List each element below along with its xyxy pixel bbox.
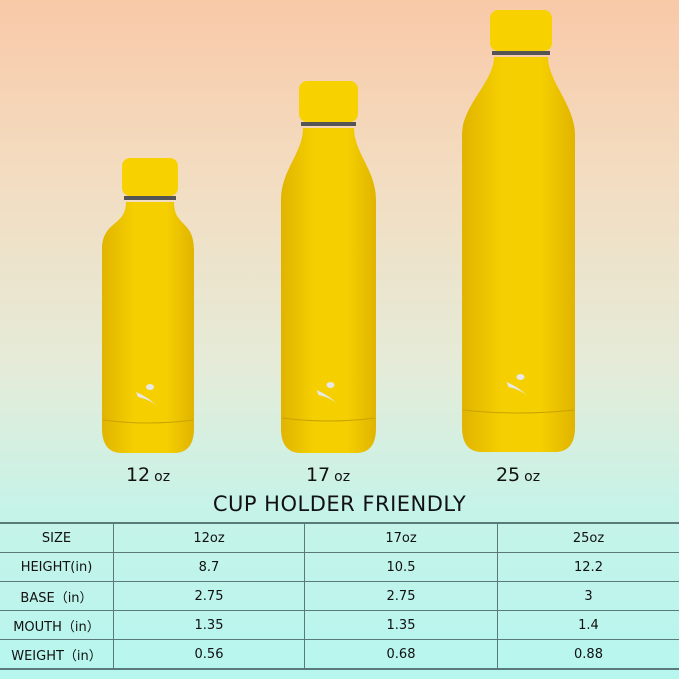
table-cell: 2.75: [113, 581, 305, 611]
base-seam: [462, 409, 575, 414]
table-cell: 1.35: [304, 610, 498, 640]
cap-ring: [124, 196, 176, 200]
bottle-25: [462, 10, 575, 452]
bottle-cap: [490, 10, 552, 51]
table-row: SIZE 12oz 17oz 25oz: [0, 522, 679, 553]
table-row: MOUTH（in） 1.35 1.35 1.4: [0, 610, 679, 640]
bottle-body: [462, 57, 575, 452]
table-row: WEIGHT（in） 0.56 0.68 0.88: [0, 639, 679, 670]
table-cell: 1.35: [113, 610, 305, 640]
bottle-cap: [122, 158, 178, 196]
cap-ring: [492, 51, 550, 55]
size-label-17: 17 oz: [305, 464, 351, 486]
table-title: CUP HOLDER FRIENDLY: [212, 492, 467, 516]
base-seam: [102, 419, 194, 424]
table-cell: 0.56: [113, 639, 305, 670]
table-cell: 2.75: [304, 581, 498, 611]
row-header: WEIGHT（in）: [0, 639, 114, 670]
table-cell: 8.7: [113, 552, 305, 582]
row-header: BASE（in）: [0, 581, 114, 611]
cap-ring: [301, 122, 356, 126]
row-header: HEIGHT(in): [0, 552, 114, 582]
table-cell: 12.2: [497, 552, 679, 582]
leaf-hand-logo-icon: [506, 374, 527, 395]
table-cell: 3: [497, 581, 679, 611]
leaf-hand-logo-icon: [136, 384, 156, 405]
base-seam: [281, 417, 376, 422]
leaf-hand-logo-icon: [316, 382, 337, 403]
size-label-25: 25 oz: [495, 464, 541, 486]
size-label-12: 12 oz: [125, 464, 171, 486]
table-cell: 0.68: [304, 639, 498, 670]
row-header: MOUTH（in）: [0, 610, 114, 640]
spec-table: SIZE 12oz 17oz 25oz HEIGHT(in) 8.7 10.5 12.2 BAS…: [0, 522, 679, 670]
table-cell: 10.5: [304, 552, 498, 582]
table-cell: 12oz: [113, 522, 305, 553]
bottle-cap: [299, 81, 358, 122]
table-cell: 0.88: [497, 639, 679, 670]
table-row: HEIGHT(in) 8.7 10.5 12.2: [0, 552, 679, 582]
bottle-12: [102, 158, 194, 453]
table-cell: 1.4: [497, 610, 679, 640]
bottle-body: [102, 202, 194, 453]
bottle-body: [281, 128, 376, 453]
table-cell: 25oz: [497, 522, 679, 553]
bottle-17: [281, 81, 376, 453]
table-cell: 17oz: [304, 522, 498, 553]
bottles-illustration: [102, 10, 575, 453]
table-row: BASE（in） 2.75 2.75 3: [0, 581, 679, 611]
row-header: SIZE: [0, 522, 114, 553]
